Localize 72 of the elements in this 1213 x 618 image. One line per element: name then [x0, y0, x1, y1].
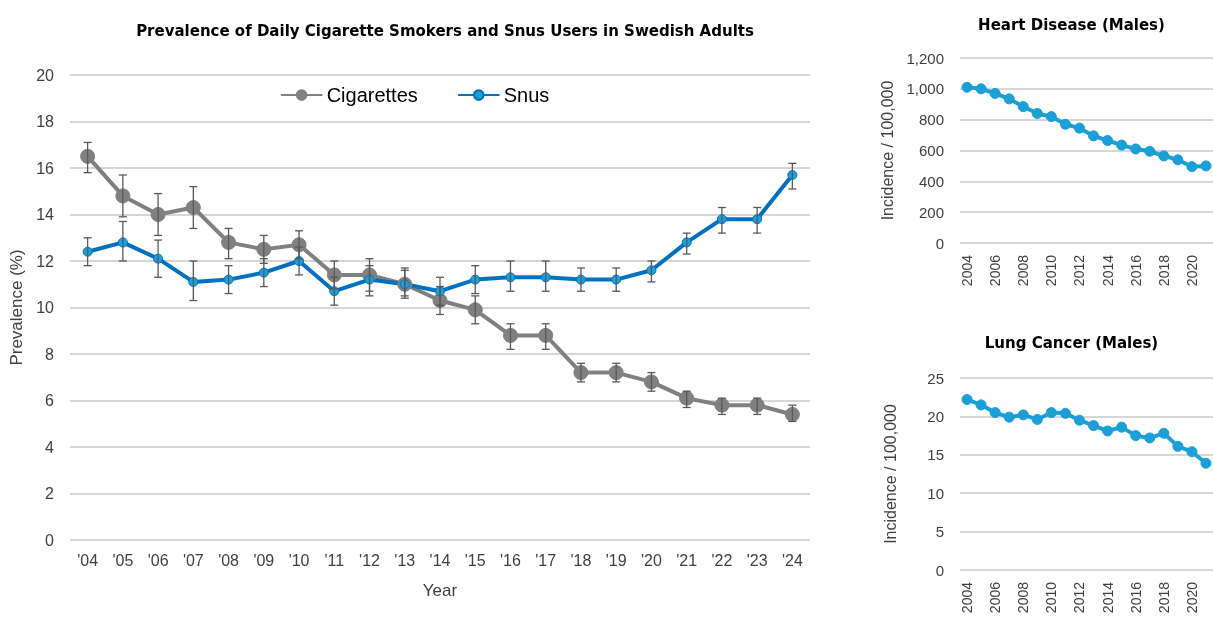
- x-tick-label: '08: [218, 551, 240, 569]
- x-tick-label: '05: [112, 551, 134, 569]
- y-axis-title: Incidence / 100,000: [881, 404, 899, 544]
- x-tick-label: '15: [464, 551, 486, 569]
- x-tick-label: 2016: [1127, 254, 1144, 287]
- x-tick-label: 2020: [1183, 581, 1200, 614]
- x-tick-label: 2012: [1071, 254, 1088, 287]
- x-tick-label: 2012: [1071, 581, 1088, 614]
- y-tick-label: 800: [918, 111, 944, 129]
- x-tick-label: 2018: [1155, 254, 1172, 287]
- y-tick-label: 2: [45, 485, 55, 502]
- y-tick-label: 600: [918, 142, 944, 159]
- chart-title: Heart Disease (Males): [978, 15, 1165, 34]
- legend-label: Snus: [503, 84, 550, 106]
- y-tick-label: 0: [935, 561, 944, 579]
- x-tick-label: 2010: [1043, 254, 1060, 287]
- x-tick-label: '16: [500, 551, 521, 569]
- x-tick-label: 2010: [1043, 581, 1060, 614]
- y-tick-label: 15: [927, 446, 944, 464]
- chart-title: Prevalence of Daily Cigarette Smokers and Snus Users in Swedish Adults: [136, 21, 754, 40]
- y-tick-label: 25: [927, 369, 944, 387]
- x-tick-label: '14: [429, 551, 451, 569]
- x-tick-label: '04: [77, 551, 99, 569]
- x-tick-label: 2018: [1155, 581, 1172, 614]
- x-tick-label: '06: [147, 551, 169, 569]
- x-tick-label: '18: [570, 551, 592, 569]
- x-tick-label: '22: [711, 551, 733, 569]
- x-tick-label: '13: [394, 551, 416, 569]
- x-tick-label: 2008: [1015, 581, 1032, 614]
- y-tick-label: 12: [36, 252, 55, 270]
- x-tick-label: '20: [641, 551, 662, 569]
- x-tick-label: '17: [535, 551, 557, 569]
- x-tick-label: '19: [605, 551, 627, 569]
- y-tick-label: 0: [45, 531, 55, 549]
- x-tick-label: 2004: [959, 254, 976, 287]
- y-axis-title: Incidence / 100,000: [879, 80, 897, 221]
- y-tick-label: 5: [935, 523, 944, 541]
- x-axis-title: Year: [422, 581, 458, 600]
- y-tick-label: 18: [36, 113, 55, 130]
- y-tick-label: 8: [45, 345, 55, 363]
- x-tick-label: '24: [781, 551, 803, 569]
- y-tick-label: 6: [45, 392, 55, 409]
- y-tick-label: 10: [36, 299, 55, 316]
- x-tick-label: 2008: [1015, 254, 1032, 287]
- x-tick-label: 2006: [987, 254, 1004, 287]
- x-tick-label: '11: [324, 551, 345, 569]
- chart-title: Lung Cancer (Males): [984, 333, 1159, 352]
- x-tick-label: '23: [746, 551, 768, 569]
- x-tick-label: 2014: [1099, 254, 1116, 287]
- y-tick-label: 1,000: [906, 80, 944, 98]
- y-tick-label: 10: [927, 484, 944, 502]
- y-tick-label: 4: [45, 438, 55, 456]
- y-tick-label: 14: [36, 206, 55, 223]
- x-tick-label: '10: [288, 551, 310, 569]
- x-tick-label: 2006: [987, 581, 1004, 614]
- x-tick-label: 2020: [1183, 254, 1200, 287]
- x-tick-label: 2016: [1127, 581, 1144, 614]
- x-tick-label: '09: [253, 551, 275, 569]
- y-tick-label: 400: [918, 172, 944, 190]
- y-tick-label: 1,200: [906, 49, 944, 67]
- y-tick-label: 0: [935, 234, 944, 252]
- legend-label: Cigarettes: [326, 84, 418, 106]
- x-tick-label: '07: [182, 551, 204, 569]
- x-tick-label: '21: [676, 551, 698, 569]
- x-tick-label: '12: [359, 551, 381, 569]
- y-tick-label: 20: [36, 66, 55, 84]
- x-tick-label: 2004: [959, 581, 976, 614]
- y-tick-label: 200: [918, 203, 944, 221]
- y-axis-title: Prevalence (%): [7, 249, 27, 366]
- y-tick-label: 16: [36, 159, 55, 177]
- y-tick-label: 20: [927, 407, 944, 425]
- x-tick-label: 2014: [1099, 581, 1116, 614]
